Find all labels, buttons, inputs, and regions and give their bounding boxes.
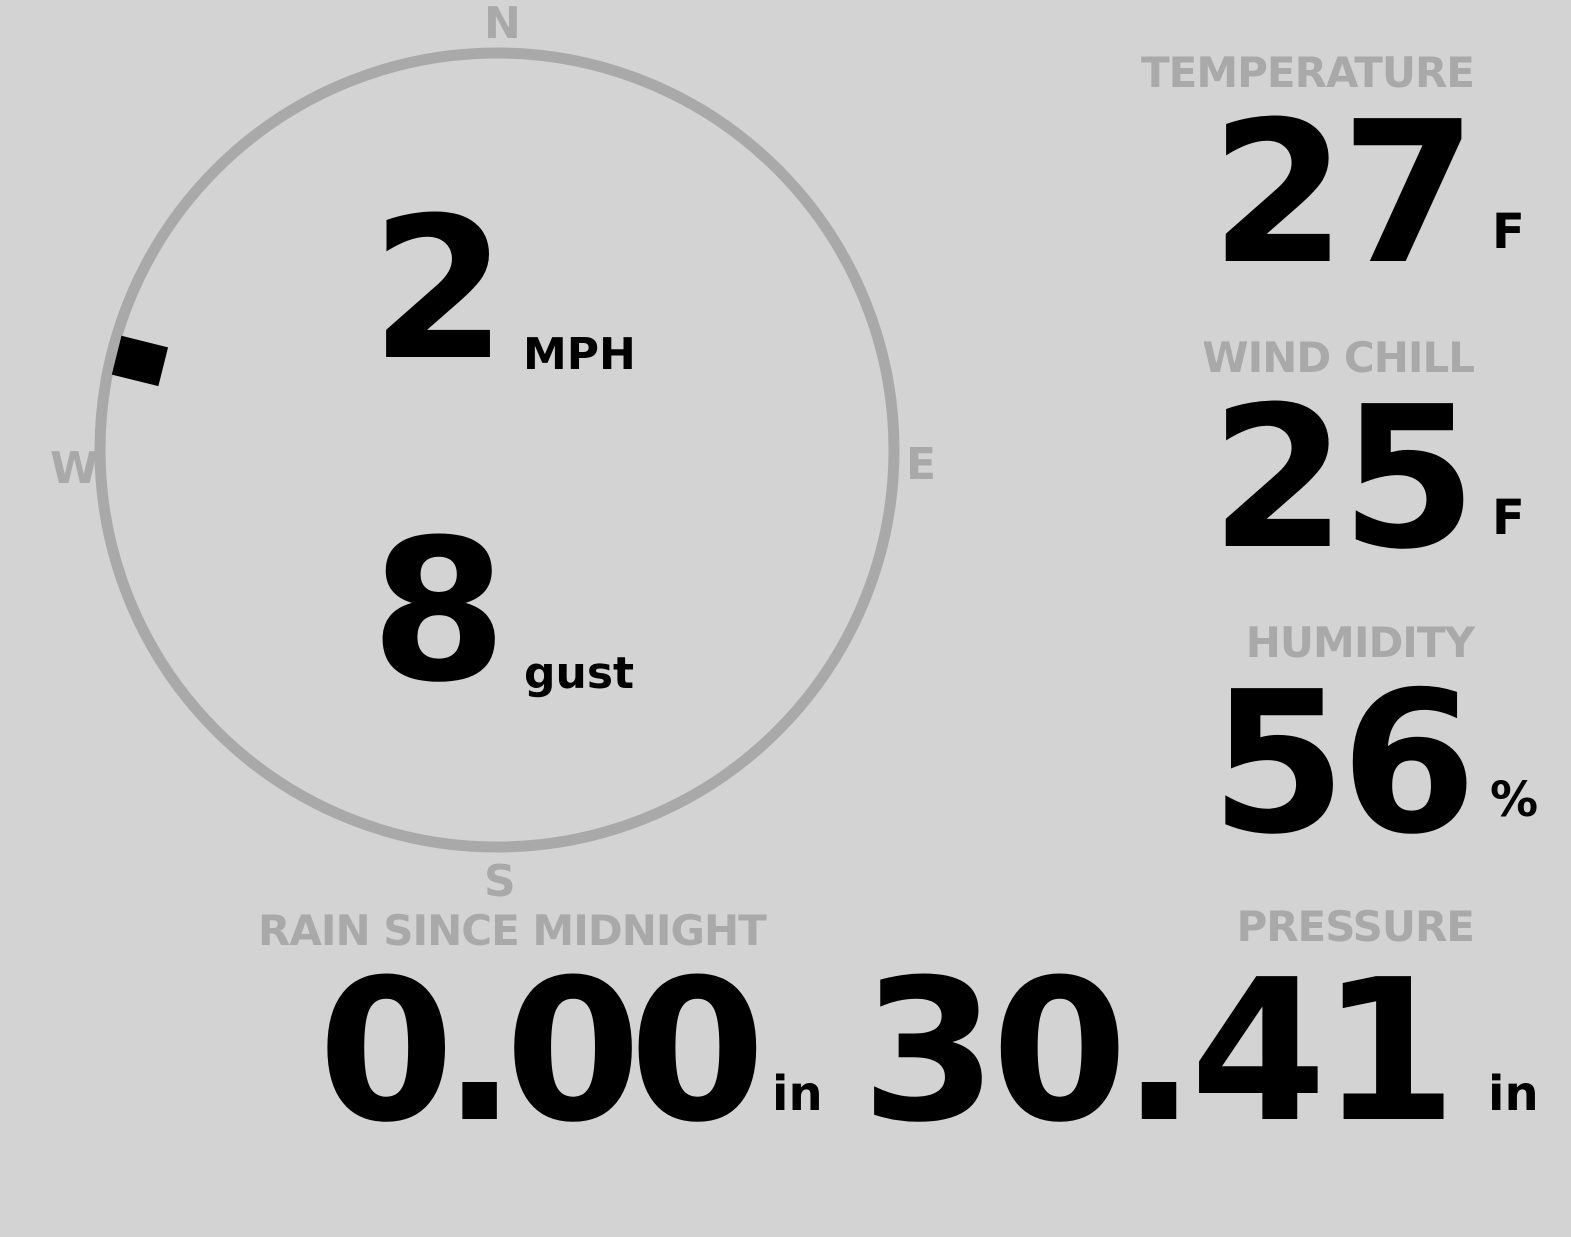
- temperature-unit: F: [1492, 204, 1525, 260]
- temperature-value: 27: [1210, 80, 1477, 308]
- humidity-unit: %: [1490, 772, 1539, 828]
- wind-chill-value: 25: [1210, 365, 1477, 593]
- pressure-label: PRESSURE: [1236, 902, 1475, 951]
- temperature-label: TEMPERATURE: [1141, 48, 1475, 97]
- wind-compass: [94, 47, 900, 853]
- compass-n: N: [484, 0, 521, 49]
- wind-gust-value: 8: [370, 498, 507, 726]
- rain-label: RAIN SINCE MIDNIGHT: [258, 906, 767, 955]
- rain-value: 0.00: [318, 938, 766, 1166]
- wind-speed-value: 2: [370, 176, 507, 404]
- pressure-unit: in: [1488, 1066, 1539, 1122]
- wind-direction-marker: [111, 335, 169, 387]
- compass-e: E: [906, 439, 937, 490]
- rain-unit: in: [772, 1066, 823, 1122]
- humidity-label: HUMIDITY: [1245, 618, 1475, 667]
- humidity-value: 56: [1210, 650, 1477, 878]
- wind-speed-unit: MPH: [523, 329, 636, 380]
- compass-w: W: [50, 443, 99, 494]
- wind-chill-label: WIND CHILL: [1202, 333, 1475, 382]
- wind-gust-label: gust: [524, 648, 635, 699]
- pressure-value: 30.41: [861, 938, 1457, 1166]
- compass-s: S: [484, 856, 516, 907]
- wind-chill-unit: F: [1492, 490, 1525, 546]
- compass-ring: [94, 47, 900, 853]
